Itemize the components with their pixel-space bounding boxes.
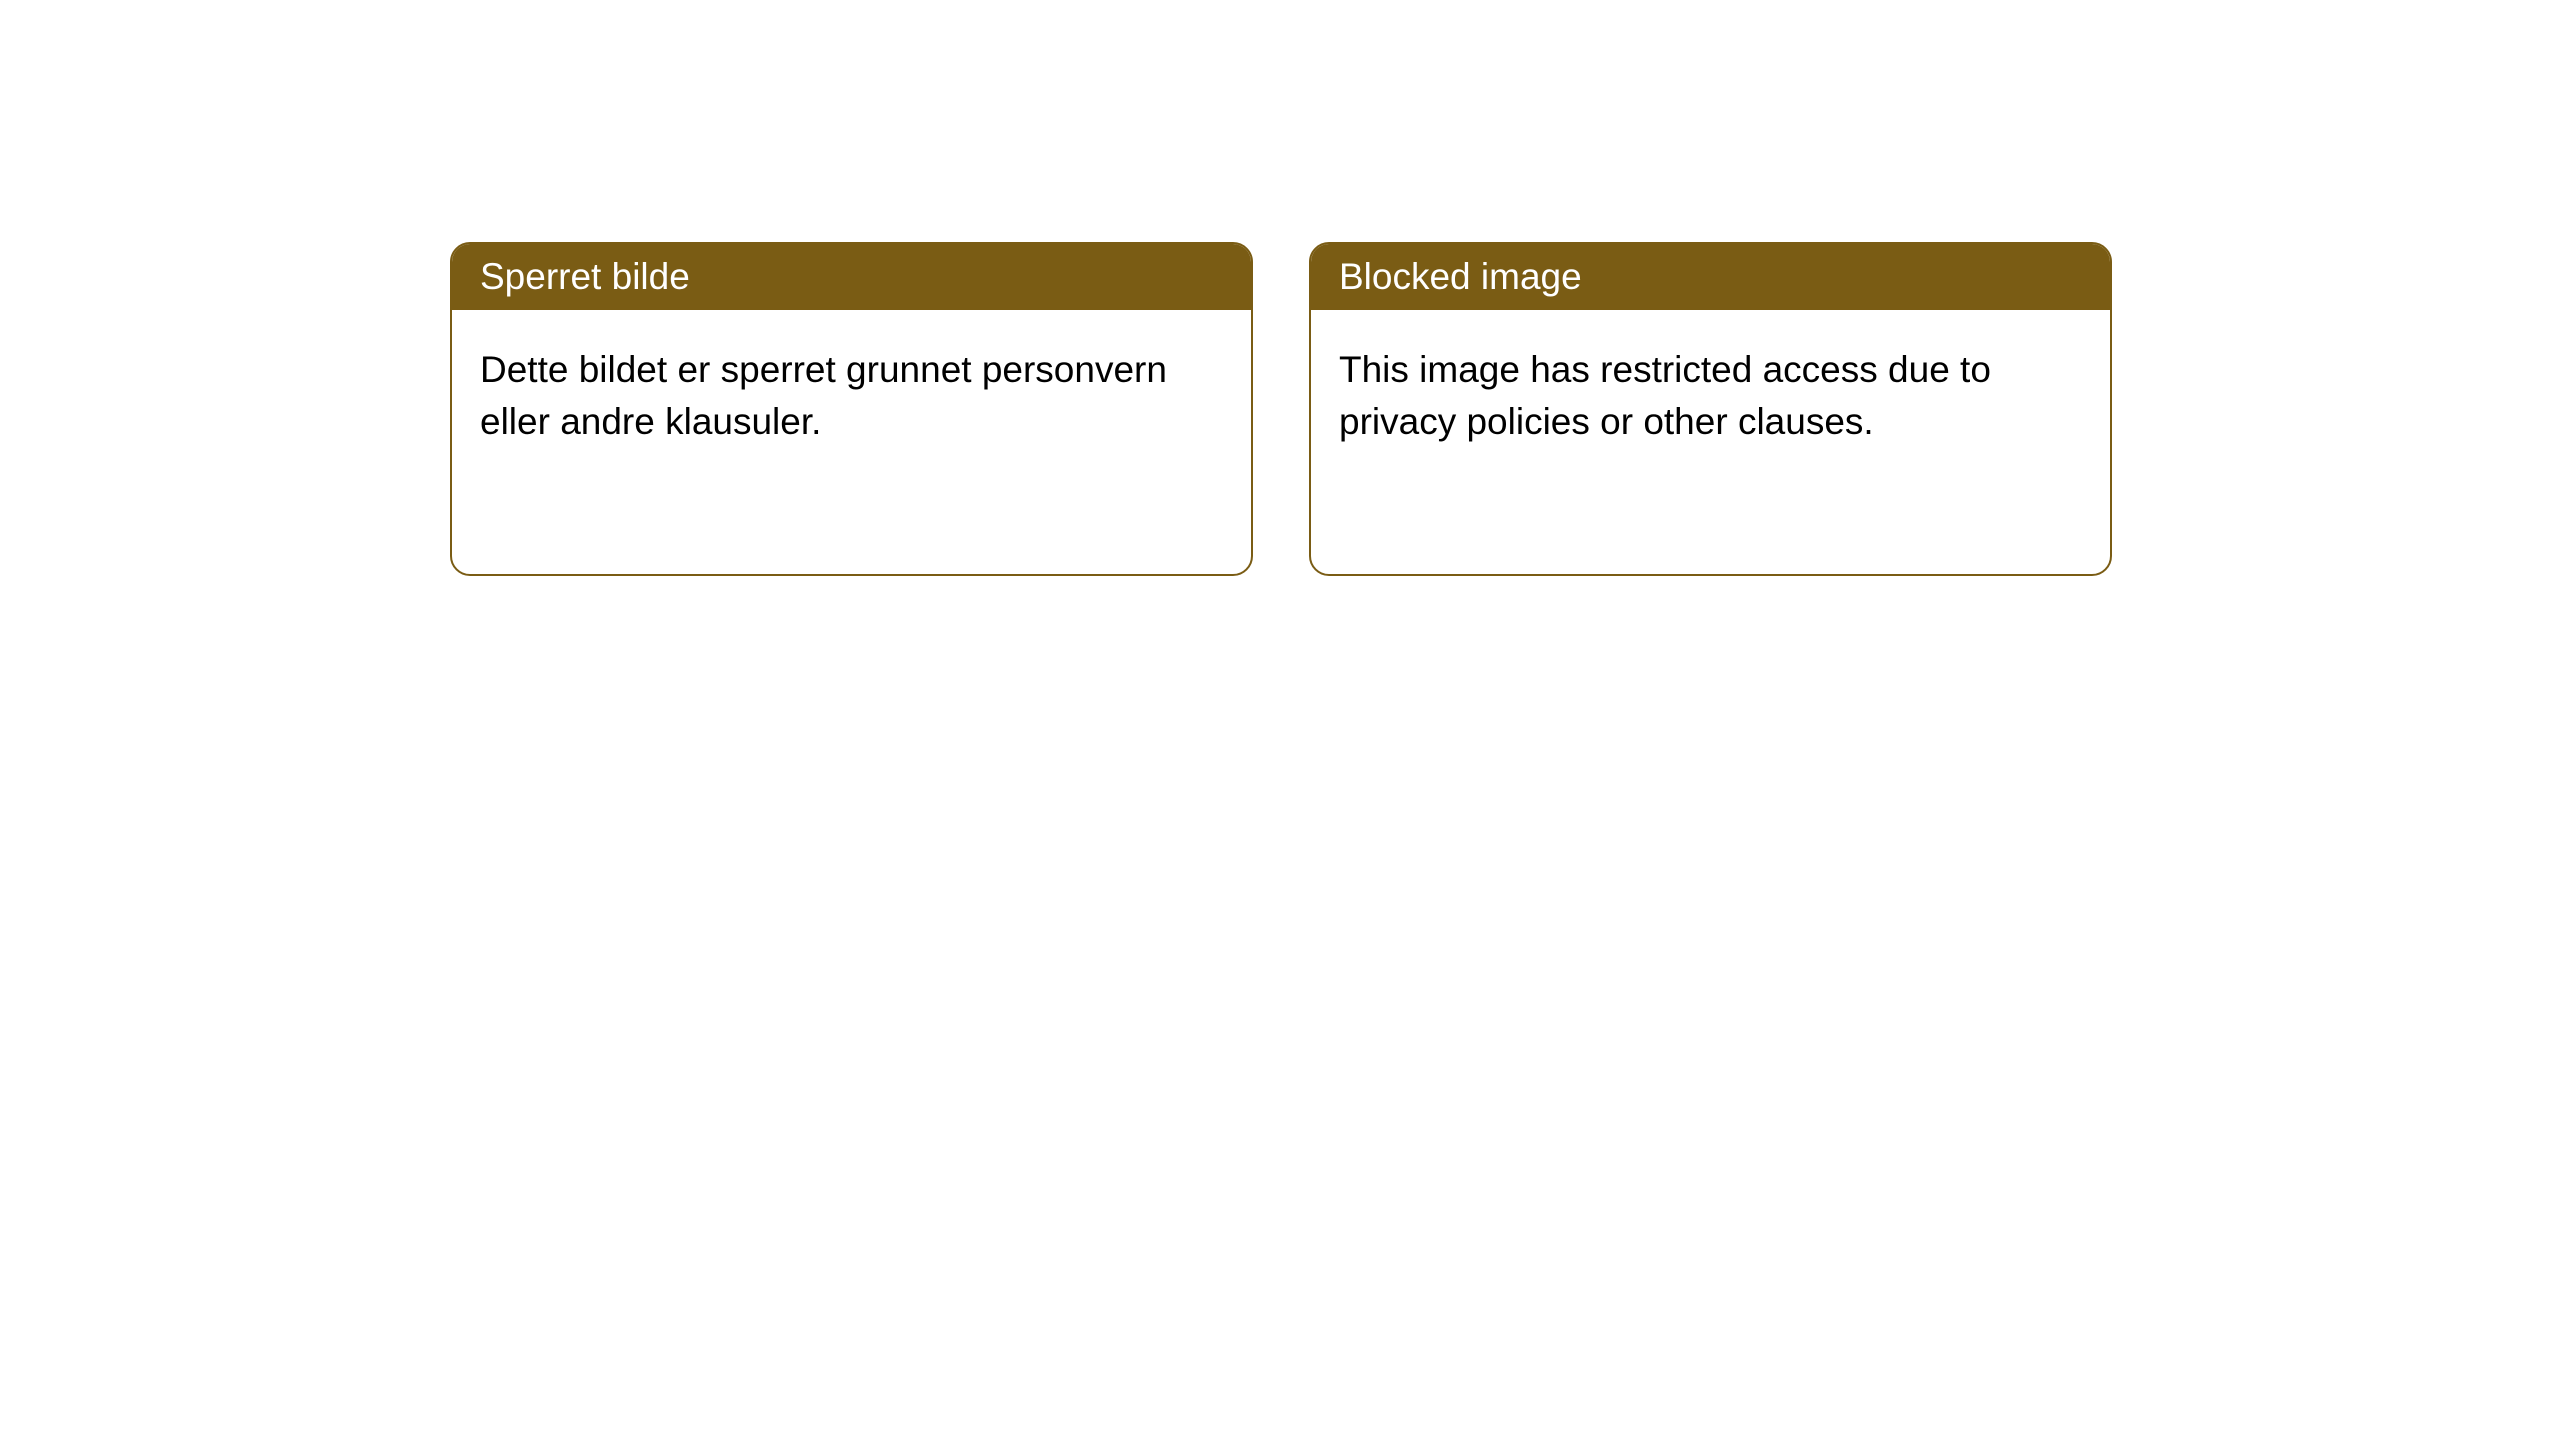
- notice-card-container: Sperret bilde Dette bildet er sperret gr…: [450, 242, 2112, 576]
- card-body-text: Dette bildet er sperret grunnet personve…: [480, 349, 1167, 442]
- card-header-text: Blocked image: [1339, 256, 1582, 297]
- card-body: Dette bildet er sperret grunnet personve…: [452, 310, 1251, 482]
- card-header: Blocked image: [1311, 244, 2110, 310]
- card-header: Sperret bilde: [452, 244, 1251, 310]
- notice-card-norwegian: Sperret bilde Dette bildet er sperret gr…: [450, 242, 1253, 576]
- card-header-text: Sperret bilde: [480, 256, 690, 297]
- card-body: This image has restricted access due to …: [1311, 310, 2110, 482]
- notice-card-english: Blocked image This image has restricted …: [1309, 242, 2112, 576]
- card-body-text: This image has restricted access due to …: [1339, 349, 1991, 442]
